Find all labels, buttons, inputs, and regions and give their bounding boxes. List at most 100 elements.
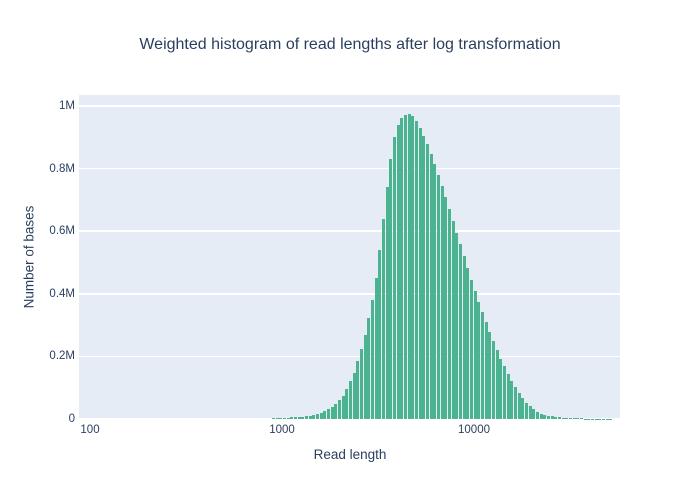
histogram-bar <box>271 418 275 419</box>
histogram-bar <box>367 318 371 419</box>
histogram-bar <box>312 414 316 419</box>
histogram-bar <box>447 209 451 419</box>
histogram-bar <box>572 418 576 419</box>
gridline <box>79 230 620 232</box>
x-tick-label: 100 <box>80 424 100 436</box>
histogram-bar <box>275 418 279 419</box>
histogram-bar <box>550 416 554 419</box>
histogram-bar <box>458 244 462 419</box>
histogram-bar <box>422 135 426 419</box>
histogram-bar <box>524 402 528 419</box>
x-tick-label: 1000 <box>269 424 295 436</box>
histogram-bar <box>513 387 517 419</box>
histogram-bar <box>469 279 473 419</box>
histogram-bar <box>392 137 396 419</box>
histogram-bar <box>440 185 444 419</box>
histogram-bar <box>400 118 404 419</box>
histogram-bar <box>293 417 297 419</box>
histogram-bar <box>297 416 301 419</box>
gridline <box>79 167 620 170</box>
histogram-bar <box>411 115 415 419</box>
histogram-bar <box>535 411 539 419</box>
histogram-bar <box>414 120 418 419</box>
histogram-bar <box>330 407 334 419</box>
histogram-bar <box>326 409 330 419</box>
histogram-bar <box>568 418 572 419</box>
histogram-bar <box>543 414 547 419</box>
y-tick-label: 0.4M <box>49 287 75 300</box>
gridline <box>79 355 620 358</box>
histogram-bar <box>352 372 356 419</box>
histogram-bar <box>334 403 338 419</box>
histogram-bar <box>279 418 283 419</box>
histogram-bar <box>517 393 521 419</box>
gridline <box>79 418 620 420</box>
histogram-bar <box>323 411 327 419</box>
histogram-bar <box>345 389 349 419</box>
histogram-bar <box>528 406 532 419</box>
histogram-bar <box>315 413 319 419</box>
histogram-bar <box>290 417 294 419</box>
chart-title: Weighted histogram of read lengths after… <box>139 36 561 53</box>
histogram-bar <box>466 267 470 419</box>
histogram-bar <box>484 321 488 419</box>
histogram-bar <box>455 232 459 419</box>
histogram-bar <box>319 412 323 419</box>
histogram-bar <box>359 348 363 419</box>
histogram-bar <box>363 335 367 419</box>
histogram-bar <box>429 153 433 419</box>
histogram-bar <box>510 380 514 419</box>
histogram-bar <box>491 341 495 419</box>
histogram-bar <box>480 311 484 419</box>
histogram-bar <box>286 417 290 419</box>
histogram-bar <box>348 381 352 419</box>
histogram-bar <box>576 418 580 419</box>
histogram-bar <box>546 415 550 419</box>
histogram-bar <box>506 373 510 419</box>
histogram-bar <box>579 418 583 419</box>
histogram-bar <box>436 174 440 419</box>
y-tick-label: 0.2M <box>49 350 75 363</box>
histogram-bar <box>378 249 382 419</box>
histogram-bar <box>403 115 407 419</box>
histogram-bar <box>425 144 429 419</box>
histogram-bar <box>407 114 411 419</box>
histogram-bar <box>337 400 341 419</box>
y-tick-label: 0.6M <box>49 225 75 238</box>
histogram-bar <box>444 197 448 419</box>
histogram-bar <box>565 417 569 419</box>
histogram-bar <box>477 301 481 419</box>
y-tick-label: 0.8M <box>49 162 75 175</box>
histogram-bar <box>374 277 378 419</box>
histogram-bar <box>304 416 308 419</box>
histogram-bar <box>381 218 385 419</box>
histogram-bar <box>521 398 525 419</box>
y-tick-label: 1M <box>59 99 75 112</box>
histogram-bar <box>561 417 565 419</box>
histogram-bar <box>462 256 466 419</box>
histogram-bar <box>282 417 286 419</box>
y-tick-label: 0 <box>68 413 75 425</box>
histogram-bar <box>539 413 543 419</box>
histogram-bar <box>433 163 437 419</box>
histogram-bar <box>532 409 536 419</box>
histogram-bar <box>557 417 561 419</box>
histogram-bar <box>499 358 503 419</box>
x-tick-label: 10000 <box>458 424 490 436</box>
histogram-bar <box>389 159 393 419</box>
histogram-bar <box>301 416 305 419</box>
histogram-bar <box>473 290 477 419</box>
histogram-bar <box>370 300 374 419</box>
histogram-bar <box>502 366 506 419</box>
histogram-bar <box>341 395 345 419</box>
histogram-bar <box>488 331 492 419</box>
x-axis-title: Read length <box>313 447 387 462</box>
histogram-bar <box>308 415 312 419</box>
histogram-bar <box>396 124 400 419</box>
gridline <box>79 293 620 295</box>
histogram-bar <box>385 187 389 419</box>
plot-area[interactable] <box>79 95 620 420</box>
histogram-bar <box>495 350 499 419</box>
histogram-bar <box>451 221 455 419</box>
